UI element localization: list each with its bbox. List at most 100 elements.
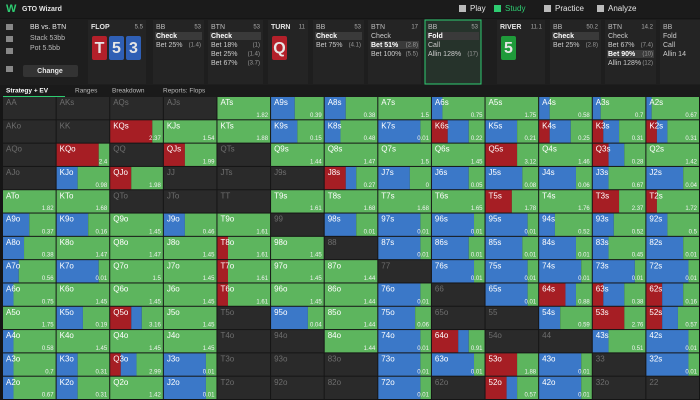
option[interactable]: Bet 25% [553,42,579,49]
strategy-segment[interactable] [324,120,341,143]
strategy-segment[interactable] [468,120,485,143]
change-button[interactable] [23,65,78,77]
strategy-segment[interactable] [163,283,217,306]
strategy-segment[interactable] [431,260,475,283]
strategy-segment[interactable] [431,143,485,166]
option[interactable]: Bet 25% [211,51,237,58]
strategy-segment[interactable] [420,213,431,236]
strategy-segment[interactable] [98,143,110,166]
strategy-segment[interactable] [656,190,699,213]
strategy-segment[interactable] [608,236,646,260]
strategy-segment[interactable] [592,306,625,330]
option[interactable]: Check [608,33,628,40]
strategy-segment[interactable] [522,236,539,260]
strategy-segment[interactable] [624,306,646,330]
strategy-segment[interactable] [603,283,625,306]
strategy-segment[interactable] [163,120,217,143]
strategy-segment[interactable] [3,190,56,213]
option[interactable]: Check [316,33,337,40]
strategy-segment[interactable] [575,236,592,260]
strategy-segment[interactable] [120,353,137,376]
strategy-segment[interactable] [3,283,14,306]
strategy-segment[interactable] [56,330,110,353]
strategy-segment[interactable] [506,376,518,399]
strategy-segment[interactable] [646,190,657,213]
strategy-segment[interactable] [378,236,421,260]
strategy-segment[interactable] [378,376,421,399]
strategy-segment[interactable] [98,260,110,283]
strategy-segment[interactable] [511,190,539,213]
strategy-segment[interactable] [539,376,582,399]
option[interactable]: Check [211,33,232,40]
strategy-segment[interactable] [163,353,206,376]
strategy-segment[interactable] [56,190,110,213]
panel[interactable] [153,20,204,84]
strategy-segment[interactable] [651,97,699,120]
strategy-segment[interactable] [110,306,132,330]
strategy-segment[interactable] [688,330,699,353]
strategy-segment[interactable] [110,353,121,376]
strategy-segment[interactable] [324,283,378,306]
strategy-segment[interactable] [539,166,576,190]
option[interactable]: Bet 51% [371,42,399,49]
tab[interactable]: Ranges [75,88,98,95]
strategy-segment[interactable] [683,166,699,190]
strategy-segment[interactable] [592,236,609,260]
strategy-segment[interactable] [581,260,592,283]
strategy-segment[interactable] [485,376,507,399]
strategy-segment[interactable] [688,353,699,376]
option[interactable]: Allin 128% [608,60,641,67]
strategy-segment[interactable] [163,330,217,353]
strategy-segment[interactable] [378,353,421,376]
option[interactable]: Fold [663,33,677,40]
strategy-segment[interactable] [485,120,518,143]
strategy-segment[interactable] [608,143,625,166]
strategy-segment[interactable] [420,236,431,260]
strategy-segment[interactable] [415,306,431,330]
strategy-segment[interactable] [667,213,699,236]
strategy-segment[interactable] [3,306,56,330]
panel[interactable] [550,20,601,84]
strategy-segment[interactable] [152,120,163,143]
strategy-segment[interactable] [3,376,14,399]
strategy-segment[interactable] [667,120,699,143]
change-label[interactable]: Change [37,68,63,75]
strategy-segment[interactable] [324,166,346,190]
strategy-segment[interactable] [549,120,571,143]
strategy-segment[interactable] [163,376,206,399]
strategy-segment[interactable] [56,236,110,260]
strategy-segment[interactable] [217,213,271,236]
strategy-segment[interactable] [271,97,295,120]
option[interactable]: Bet 75% [316,42,342,49]
strategy-segment[interactable] [683,283,699,306]
strategy-segment[interactable] [18,260,56,283]
strategy-segment[interactable] [485,190,512,213]
strategy-segment[interactable] [527,213,539,236]
strategy-segment[interactable] [431,190,485,213]
strategy-segment[interactable] [110,376,163,399]
strategy-segment[interactable] [592,330,609,353]
strategy-segment[interactable] [619,120,646,143]
strategy-segment[interactable] [77,353,110,376]
strategy-segment[interactable] [420,330,431,353]
strategy-segment[interactable] [560,306,592,330]
strategy-segment[interactable] [517,353,539,376]
strategy-segment[interactable] [608,330,646,353]
strategy-segment[interactable] [217,283,228,306]
strategy-segment[interactable] [442,97,485,120]
strategy-segment[interactable] [549,97,592,120]
strategy-segment[interactable] [468,330,485,353]
strategy-segment[interactable] [356,166,378,190]
strategy-segment[interactable] [646,306,663,330]
strategy-segment[interactable] [592,283,604,306]
strategy-segment[interactable] [517,120,539,143]
strategy-segment[interactable] [608,166,646,190]
option[interactable]: Call [663,42,676,49]
strategy-segment[interactable] [420,376,431,399]
strategy-segment[interactable] [13,376,56,399]
panel[interactable] [313,20,364,84]
nav-icon[interactable] [459,5,466,12]
strategy-segment[interactable] [431,236,469,260]
strategy-segment[interactable] [527,260,539,283]
nav-icon[interactable] [544,5,551,12]
